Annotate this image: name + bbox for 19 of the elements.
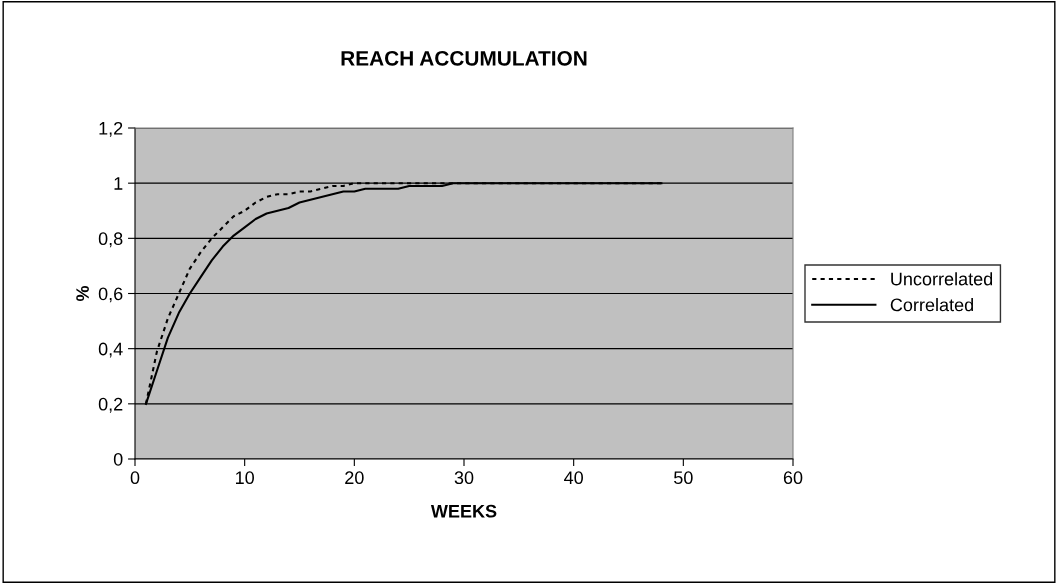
x-tick-label: 10 bbox=[236, 471, 254, 485]
y-tick-label: 1 bbox=[114, 177, 123, 190]
y-tick-label: 0,6 bbox=[98, 287, 123, 303]
chart-title: REACH ACCUMULATION bbox=[341, 50, 587, 66]
legend-label: Uncorrelated bbox=[891, 272, 993, 286]
x-tick-label: 0 bbox=[130, 471, 140, 485]
y-tick-label: 0,4 bbox=[98, 342, 123, 358]
x-tick-label: 50 bbox=[674, 471, 693, 485]
x-tick-label: 40 bbox=[564, 471, 583, 485]
x-tick-label: 30 bbox=[454, 471, 474, 485]
y-tick-label: 0 bbox=[113, 452, 123, 466]
y-tick-label: 0,2 bbox=[98, 397, 123, 413]
legend-label: Correlated bbox=[890, 298, 973, 312]
y-axis-title: % bbox=[76, 285, 89, 302]
x-tick-label: 60 bbox=[783, 471, 803, 485]
x-tick-label: 20 bbox=[345, 471, 364, 485]
y-tick-label: 1,2 bbox=[99, 121, 123, 137]
x-axis-title: WEEKS bbox=[430, 504, 497, 518]
y-tick-label: 0,8 bbox=[98, 232, 123, 248]
